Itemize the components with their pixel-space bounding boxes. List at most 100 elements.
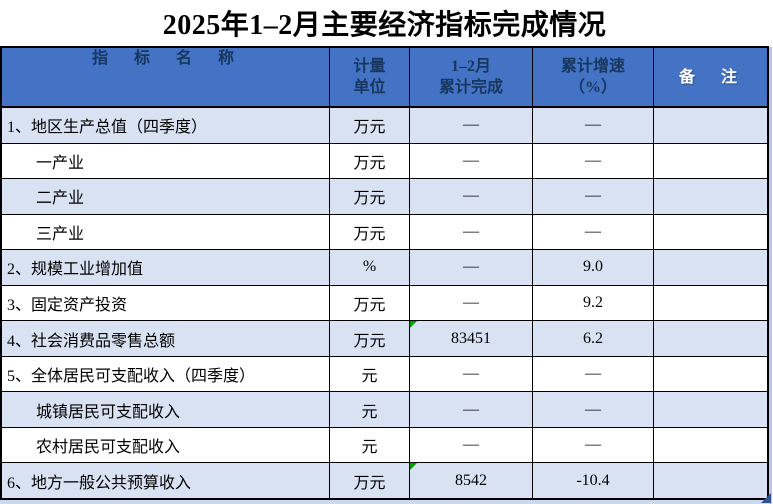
table-row-tertiary-industry: 三产业 万元 — — (2, 214, 767, 251)
cell-name[interactable]: 3、固定资产投资 (2, 285, 330, 321)
unit-value: 元 (361, 368, 378, 386)
growth-value: — (585, 187, 601, 205)
cell-unit[interactable]: 万元 (330, 179, 410, 214)
unit-value: 万元 (353, 225, 386, 243)
cell-name[interactable]: 城镇居民可支配收入 (2, 392, 330, 427)
cell-completed[interactable]: — (410, 285, 533, 321)
cell-name[interactable]: 4、社会消费品零售总额 (2, 321, 330, 356)
completed-value: — (463, 400, 479, 418)
cell-remark[interactable] (654, 428, 767, 463)
cell-unit[interactable]: % (330, 250, 410, 285)
cell-growth[interactable]: — (533, 179, 654, 214)
selection-border-right (769, 47, 772, 504)
cell-growth[interactable]: — (533, 214, 654, 250)
table-row-disposable-income-urban: 城镇居民可支配收入 元 — — (2, 392, 767, 428)
cell-completed[interactable]: — (410, 143, 533, 179)
cell-unit[interactable]: 元 (330, 356, 410, 392)
cell-completed[interactable]: 8542 (410, 463, 533, 499)
cell-name[interactable]: 2、规模工业增加值 (2, 250, 330, 285)
completed-value: — (463, 365, 479, 383)
cell-completed[interactable]: — (410, 392, 533, 427)
growth-value: — (585, 365, 601, 383)
cell-unit[interactable]: 万元 (330, 321, 410, 356)
table-row-disposable-income-rural: 农村居民可支配收入 元 — — (2, 427, 767, 464)
table-row-primary-industry: 一产业 万元 — — (2, 143, 767, 180)
table-row-public-budget-revenue: 6、地方一般公共预算收入 万元 8542 -10.4 (2, 463, 767, 499)
cell-growth[interactable]: 6.2 (533, 321, 654, 356)
cell-completed[interactable]: 83451 (410, 321, 533, 356)
cell-name[interactable]: 农村居民可支配收入 (2, 427, 330, 463)
header-indicator-name-label: 指 标 名 称 (91, 50, 239, 67)
growth-value: 9.2 (583, 294, 603, 311)
growth-value: -10.4 (576, 471, 610, 489)
completed-value: — (463, 151, 479, 169)
unit-value: 万元 (353, 119, 386, 137)
cell-remark[interactable] (654, 357, 767, 392)
cell-name[interactable]: 二产业 (2, 179, 330, 214)
header-remark[interactable]: 备 注 (654, 48, 767, 106)
cell-name[interactable]: 5、全体居民可支配收入（四季度） (2, 356, 330, 392)
cell-completed[interactable]: — (410, 356, 533, 392)
cell-completed[interactable]: — (410, 214, 533, 250)
growth-value: — (585, 400, 601, 418)
header-indicator-name[interactable]: 指 标 名 称 (2, 48, 330, 106)
cell-name[interactable]: 1、地区生产总值（四季度） (2, 108, 330, 143)
completed-value: — (463, 436, 479, 454)
header-unit-line2: 单位 (353, 79, 386, 96)
header-unit-line1: 计量 (353, 58, 386, 75)
cell-unit[interactable]: 万元 (330, 108, 410, 143)
cell-unit[interactable]: 万元 (330, 143, 410, 179)
cell-growth[interactable]: 9.0 (533, 250, 654, 285)
header-completed-line2: 累计完成 (438, 79, 503, 96)
cell-unit[interactable]: 万元 (330, 463, 410, 499)
growth-value: — (585, 116, 601, 134)
completed-value: — (463, 187, 479, 205)
cell-remark[interactable] (654, 321, 767, 356)
unit-value: 万元 (353, 297, 386, 314)
cell-unit[interactable]: 元 (330, 392, 410, 427)
cell-growth[interactable]: — (533, 143, 654, 179)
cell-remark[interactable] (654, 463, 767, 498)
cell-remark[interactable] (654, 286, 767, 321)
cell-growth[interactable]: — (533, 427, 654, 463)
completed-value: — (463, 294, 479, 311)
row-label: 1、地区生产总值（四季度） (7, 119, 208, 137)
cell-unit[interactable]: 元 (330, 427, 410, 463)
cell-growth[interactable]: 9.2 (533, 285, 654, 321)
cell-remark[interactable] (654, 144, 767, 179)
page-title: 2025年1–2月主要经济指标完成情况 (162, 10, 607, 41)
header-completed[interactable]: 1–2月 累计完成 (410, 48, 533, 106)
fill-handle[interactable] (761, 493, 771, 503)
cell-completed[interactable]: — (410, 427, 533, 463)
cell-unit[interactable]: 万元 (330, 214, 410, 250)
unit-value: 万元 (353, 474, 386, 492)
cell-remark[interactable] (654, 108, 767, 143)
header-growth[interactable]: 累计增速 （%） (533, 48, 654, 106)
table-header-row: 指 标 名 称 计量 单位 1–2月 累计完成 累计增速 （%） 备 注 (2, 48, 767, 108)
unit-value: 万元 (353, 332, 386, 350)
row-label: 6、地方一般公共预算收入 (7, 474, 192, 492)
table-row-retail-sales: 4、社会消费品零售总额 万元 83451 6.2 (2, 321, 767, 357)
cell-name[interactable]: 一产业 (2, 143, 330, 179)
row-label: 三产业 (36, 225, 85, 243)
cell-completed[interactable]: — (410, 108, 533, 143)
table-body: 1、地区生产总值（四季度） 万元 — — 一产业 万元 — — 二产业 万元 —… (2, 108, 767, 499)
cell-growth[interactable]: — (533, 356, 654, 392)
cell-growth[interactable]: -10.4 (533, 463, 654, 499)
cell-remark[interactable] (654, 250, 767, 285)
table-row-industrial-added-value: 2、规模工业增加值 % — 9.0 (2, 250, 767, 286)
cell-growth[interactable]: — (533, 108, 654, 143)
cell-name[interactable]: 6、地方一般公共预算收入 (2, 463, 330, 499)
cell-remark[interactable] (654, 392, 767, 427)
cell-growth[interactable]: — (533, 392, 654, 427)
cell-remark[interactable] (654, 179, 767, 214)
cell-completed[interactable]: — (410, 250, 533, 285)
selection-border-bottom (0, 500, 769, 504)
growth-value: 6.2 (583, 329, 603, 347)
cell-remark[interactable] (654, 215, 767, 250)
cell-unit[interactable]: 万元 (330, 285, 410, 321)
cell-completed[interactable]: — (410, 179, 533, 214)
header-unit[interactable]: 计量 单位 (330, 48, 410, 106)
cell-name[interactable]: 三产业 (2, 214, 330, 250)
row-label: 2、规模工业增加值 (7, 261, 144, 279)
